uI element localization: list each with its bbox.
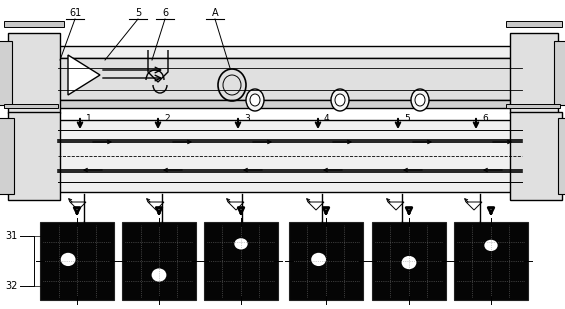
Text: 5: 5 — [135, 8, 141, 18]
Text: 3: 3 — [244, 113, 250, 122]
Bar — [40, 222, 114, 300]
Bar — [58, 120, 522, 192]
Bar — [506, 104, 560, 108]
Polygon shape — [58, 58, 522, 100]
Bar — [122, 222, 196, 300]
Polygon shape — [68, 55, 100, 95]
Polygon shape — [466, 202, 482, 210]
Text: 1: 1 — [86, 113, 92, 122]
Polygon shape — [148, 202, 164, 210]
Bar — [8, 33, 60, 113]
Bar — [372, 222, 446, 300]
Text: 6: 6 — [482, 113, 488, 122]
Text: A: A — [212, 8, 218, 18]
Bar — [289, 222, 363, 300]
Ellipse shape — [311, 253, 326, 266]
Bar — [510, 33, 558, 113]
Bar — [506, 21, 562, 27]
Polygon shape — [70, 202, 86, 210]
Text: 32: 32 — [6, 281, 18, 291]
Polygon shape — [228, 202, 244, 210]
Ellipse shape — [331, 89, 349, 111]
Polygon shape — [58, 100, 522, 108]
Text: 2: 2 — [164, 113, 170, 122]
Bar — [0, 41, 12, 105]
Bar — [204, 222, 278, 300]
Ellipse shape — [250, 94, 260, 106]
Ellipse shape — [411, 89, 429, 111]
Ellipse shape — [234, 238, 247, 249]
Ellipse shape — [335, 94, 345, 106]
Text: 31: 31 — [6, 231, 18, 241]
Bar — [4, 104, 58, 108]
Text: 4: 4 — [324, 113, 329, 122]
Bar — [0, 118, 14, 194]
Ellipse shape — [246, 89, 264, 111]
Text: 5: 5 — [404, 113, 410, 122]
Ellipse shape — [151, 269, 167, 282]
Text: 61: 61 — [69, 8, 81, 18]
Bar — [554, 41, 565, 105]
Ellipse shape — [415, 94, 425, 106]
Ellipse shape — [484, 240, 498, 251]
Polygon shape — [58, 46, 522, 58]
Polygon shape — [388, 202, 404, 210]
Ellipse shape — [60, 253, 76, 266]
Bar — [454, 222, 528, 300]
Bar — [8, 112, 60, 200]
Bar — [558, 118, 565, 194]
Ellipse shape — [402, 256, 416, 269]
Polygon shape — [308, 202, 324, 210]
Bar — [4, 21, 64, 27]
Text: 6: 6 — [162, 8, 168, 18]
Bar — [510, 112, 562, 200]
